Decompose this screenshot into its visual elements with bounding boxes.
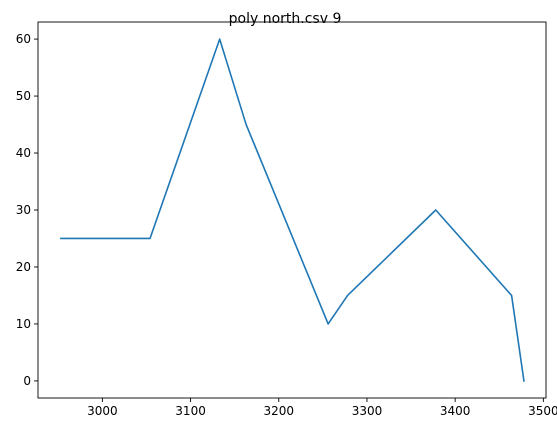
x-tick-label: 3500 (528, 404, 557, 418)
y-tick-label: 30 (16, 203, 31, 217)
y-tick-label: 60 (16, 32, 31, 46)
y-axis: 0 10 20 30 40 50 60 (16, 32, 38, 388)
series-line-0 (61, 39, 524, 381)
x-tick-label: 3400 (440, 404, 471, 418)
y-tick-label: 50 (16, 89, 31, 103)
y-tick-label: 10 (16, 317, 31, 331)
x-tick-label: 3100 (175, 404, 206, 418)
y-tick-label: 40 (16, 146, 31, 160)
y-tick-label: 20 (16, 260, 31, 274)
y-tick-label: 0 (23, 374, 31, 388)
x-tick-label: 3300 (352, 404, 383, 418)
x-tick-label: 3200 (263, 404, 294, 418)
x-axis: 3000 3100 3200 3300 3400 3500 (87, 398, 557, 418)
series-group (61, 39, 524, 381)
chart-title: poly north.csv 9 (229, 11, 342, 27)
x-tick-label: 3000 (87, 404, 118, 418)
axes-frame (38, 22, 546, 398)
plot-area: 3000 3100 3200 3300 3400 3500 0 10 20 30 40 50 60 (16, 22, 557, 418)
